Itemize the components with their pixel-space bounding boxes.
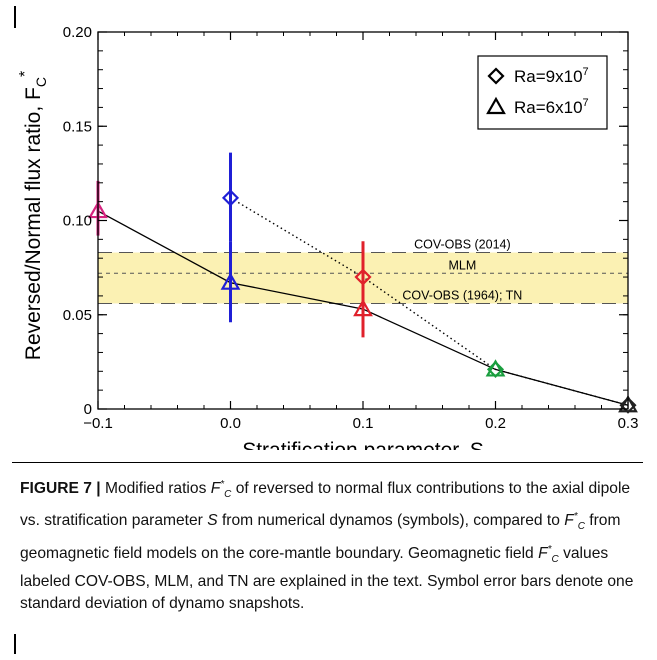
y-tick-label: 0.20 — [63, 24, 92, 41]
y-axis-label: Reversed/Normal flux ratio, FC* — [17, 71, 49, 360]
error-bars — [96, 152, 365, 338]
top-rule — [14, 6, 16, 28]
diamond-marker — [221, 189, 240, 207]
triangle-marker — [485, 359, 506, 377]
x-tick-label: 0.1 — [353, 415, 374, 432]
legend-diamond-icon — [487, 67, 505, 85]
x-tick-label: 0.2 — [485, 415, 506, 432]
fc-symbol: F*C — [564, 511, 585, 533]
triangle-marker — [353, 298, 373, 317]
y-tick-label: 0.15 — [63, 118, 92, 135]
x-tick-label: −0.1 — [83, 415, 113, 432]
diamond-series-line — [230, 197, 629, 406]
x-axis-label: Stratification parameter, S — [242, 439, 484, 450]
flux-ratio-chart: COV-OBS (2014) MLM COV-OBS (1964); TN −0.1… — [17, 24, 639, 450]
caption-text-4: from geomagnetic field models on the cor… — [20, 512, 621, 562]
caption-text-3: from numerical dynamos (symbols), compar… — [217, 512, 565, 530]
legend: Ra=9x107 Ra=6x107 — [477, 55, 608, 130]
axis-ticks: −0.1 0.0 0.1 0.2 0.3 0 0.05 0.10 0.15 0.20 — [63, 24, 639, 432]
s-symbol: S — [207, 512, 218, 530]
reference-line-label: MLM — [448, 258, 476, 272]
fc-symbol: F*C — [538, 543, 559, 565]
caption-text-2: of reversed to normal flux contributions… — [20, 480, 631, 530]
reference-line-label: COV-OBS (2014) — [414, 238, 511, 252]
y-tick-label: 0.10 — [63, 213, 92, 230]
legend-box — [477, 55, 608, 130]
x-tick-label: 0.0 — [220, 415, 241, 432]
x-tick-label: 0.3 — [618, 415, 639, 432]
legend-label: Ra=9x107 — [514, 66, 589, 86]
triangle-marker — [220, 272, 241, 290]
y-tick-label: 0 — [84, 401, 92, 418]
triangle-marker — [618, 395, 638, 413]
caption-label: FIGURE 7 | — [20, 480, 101, 498]
diamond-marker — [354, 268, 372, 286]
caption-separator — [12, 462, 643, 463]
legend-triangle-icon — [486, 96, 506, 115]
reference-lines: COV-OBS (2014) MLM COV-OBS (1964); TN — [98, 238, 628, 304]
bottom-rule — [14, 634, 16, 654]
caption-text-1: Modified ratios — [100, 480, 211, 498]
y-tick-label: 0.05 — [63, 307, 92, 324]
legend-label: Ra=6x107 — [514, 97, 589, 117]
figure-caption: FIGURE 7 | Modified ratios F*C of revers… — [20, 474, 642, 615]
caption-text-5: values labeled COV-OBS, MLM, and TN are … — [20, 544, 634, 612]
reference-line-label: COV-OBS (1964); TN — [402, 288, 522, 302]
fc-symbol: F*C — [210, 479, 232, 501]
